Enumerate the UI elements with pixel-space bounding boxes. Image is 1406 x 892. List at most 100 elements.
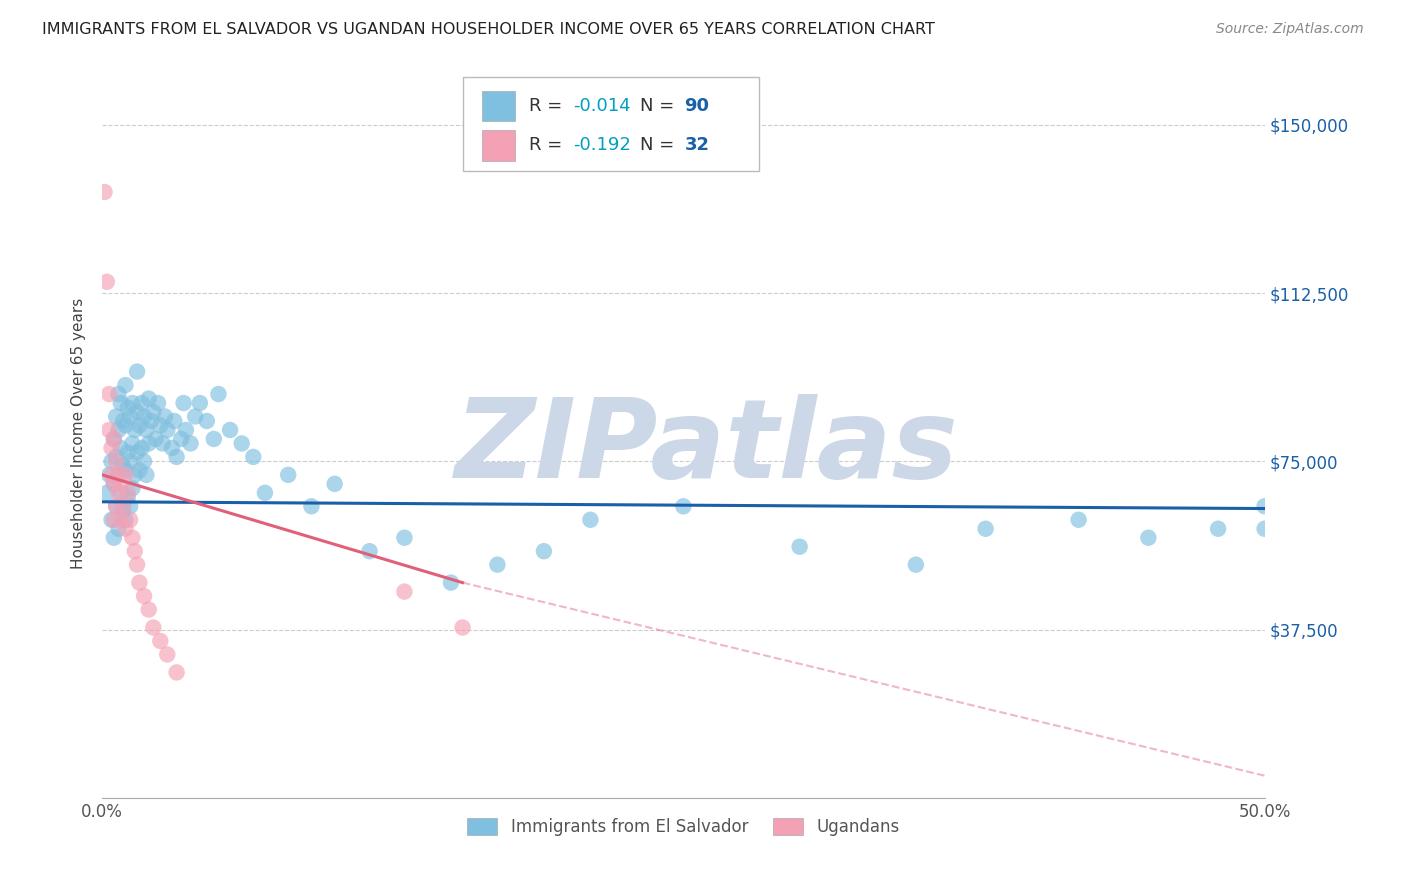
- Point: [103, 513, 125, 527]
- Point: [105, 409, 128, 424]
- Point: [121, 436, 143, 450]
- Text: -0.192: -0.192: [574, 136, 631, 154]
- FancyBboxPatch shape: [463, 78, 759, 170]
- Point: [152, 436, 174, 450]
- Point: [138, 436, 160, 450]
- Text: N =: N =: [640, 97, 681, 115]
- Point: [160, 441, 183, 455]
- Point: [114, 467, 136, 482]
- Point: [440, 575, 463, 590]
- Point: [125, 558, 148, 572]
- Text: IMMIGRANTS FROM EL SALVADOR VS UGANDAN HOUSEHOLDER INCOME OVER 65 YEARS CORRELAT: IMMIGRANTS FROM EL SALVADOR VS UGANDAN H…: [42, 22, 935, 37]
- Point: [110, 513, 132, 527]
- Point: [145, 432, 167, 446]
- Point: [156, 648, 179, 662]
- Point: [174, 423, 197, 437]
- Point: [96, 485, 118, 500]
- Point: [132, 409, 155, 424]
- Point: [579, 513, 602, 527]
- Point: [156, 423, 179, 437]
- Point: [114, 418, 136, 433]
- Point: [117, 401, 139, 415]
- Text: -0.014: -0.014: [574, 97, 631, 115]
- Point: [188, 396, 211, 410]
- Point: [103, 476, 125, 491]
- Point: [1253, 522, 1275, 536]
- Text: R =: R =: [529, 97, 568, 115]
- Point: [1137, 531, 1160, 545]
- Point: [100, 454, 122, 468]
- Point: [170, 432, 193, 446]
- Point: [100, 513, 122, 527]
- Point: [114, 378, 136, 392]
- Point: [253, 485, 276, 500]
- Point: [125, 445, 148, 459]
- Text: ZIPatlas: ZIPatlas: [454, 394, 959, 501]
- Point: [103, 476, 125, 491]
- Point: [149, 634, 172, 648]
- Point: [121, 396, 143, 410]
- FancyBboxPatch shape: [482, 91, 515, 121]
- Point: [142, 620, 165, 634]
- Text: R =: R =: [529, 136, 568, 154]
- Point: [114, 463, 136, 477]
- Point: [301, 500, 323, 514]
- Text: Source: ZipAtlas.com: Source: ZipAtlas.com: [1216, 22, 1364, 37]
- Point: [121, 531, 143, 545]
- Point: [202, 432, 225, 446]
- Point: [110, 441, 132, 455]
- Point: [117, 485, 139, 500]
- Point: [323, 476, 346, 491]
- Point: [93, 185, 115, 199]
- Point: [124, 467, 146, 482]
- Point: [1206, 522, 1229, 536]
- Point: [110, 485, 132, 500]
- Text: 32: 32: [685, 136, 710, 154]
- Point: [135, 423, 157, 437]
- Point: [120, 500, 142, 514]
- Point: [103, 432, 125, 446]
- Point: [974, 522, 997, 536]
- Point: [195, 414, 218, 428]
- Point: [105, 500, 128, 514]
- Point: [128, 418, 150, 433]
- Point: [98, 387, 121, 401]
- Text: N =: N =: [640, 136, 681, 154]
- Point: [166, 450, 188, 464]
- Point: [100, 467, 122, 482]
- Point: [100, 441, 122, 455]
- Point: [180, 436, 202, 450]
- Point: [107, 467, 129, 482]
- Point: [138, 602, 160, 616]
- Point: [125, 405, 148, 419]
- Point: [96, 275, 118, 289]
- Point: [359, 544, 381, 558]
- Point: [120, 513, 142, 527]
- Point: [105, 500, 128, 514]
- Point: [105, 450, 128, 464]
- Legend: Immigrants from El Salvador, Ugandans: Immigrants from El Salvador, Ugandans: [458, 810, 908, 845]
- Point: [107, 387, 129, 401]
- Point: [1067, 513, 1090, 527]
- Point: [132, 454, 155, 468]
- Point: [394, 584, 416, 599]
- Point: [107, 485, 129, 500]
- Point: [112, 504, 135, 518]
- Point: [121, 481, 143, 495]
- Point: [103, 432, 125, 446]
- Point: [120, 454, 142, 468]
- Point: [149, 418, 172, 433]
- Point: [112, 414, 135, 428]
- Point: [173, 396, 195, 410]
- Point: [125, 365, 148, 379]
- Point: [124, 544, 146, 558]
- Point: [128, 575, 150, 590]
- Point: [110, 396, 132, 410]
- Point: [112, 458, 135, 473]
- Point: [107, 423, 129, 437]
- Point: [131, 441, 153, 455]
- Point: [103, 531, 125, 545]
- Point: [120, 409, 142, 424]
- Point: [146, 396, 169, 410]
- Point: [124, 423, 146, 437]
